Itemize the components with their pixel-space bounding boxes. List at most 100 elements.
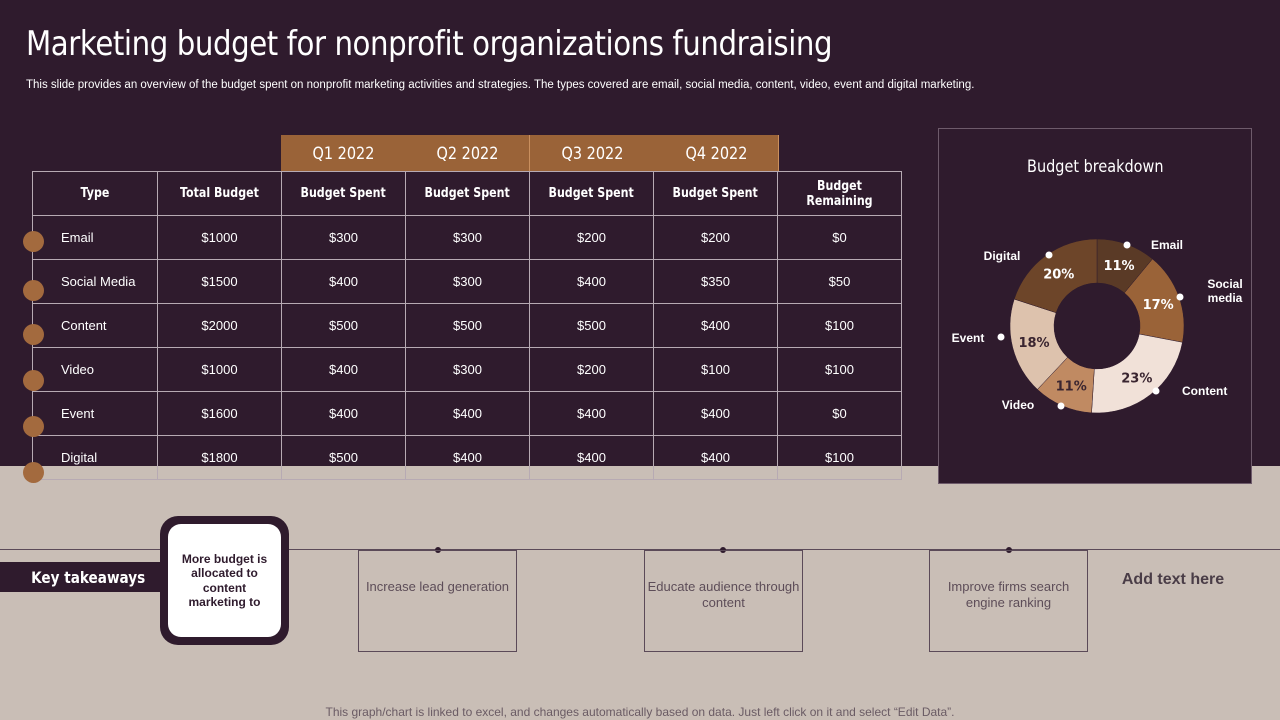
col-header-q3-spent: Budget Spent: [529, 171, 654, 216]
budget-table: Type Total Budget Budget Spent Budget Sp…: [32, 171, 902, 480]
col-header-budget-remaining: Budget Remaining: [777, 171, 902, 216]
row-bullet-dot: [23, 280, 44, 301]
takeaway-box: Increase lead generation: [358, 550, 517, 652]
cell-total-budget: $2000: [157, 303, 282, 348]
cell-q2-spent: $400: [405, 391, 530, 436]
col-header-q1-spent: Budget Spent: [281, 171, 406, 216]
cell-type: Email: [32, 215, 158, 260]
budget-breakdown-panel: Budget breakdown 11% Email 17% Social media 2…: [938, 128, 1252, 484]
cell-remaining: $100: [777, 347, 902, 392]
cell-q4-spent: $400: [653, 435, 778, 480]
pie-category-label: Digital: [984, 249, 1021, 263]
pie-label-marker: [1045, 251, 1053, 259]
pie-chart-title: Budget breakdown: [1026, 157, 1164, 177]
cell-remaining: $100: [777, 303, 902, 348]
cell-type: Social Media: [32, 259, 158, 304]
cell-q3-spent: $400: [529, 435, 654, 480]
pie-slice-value-label: 20%: [1043, 267, 1074, 282]
footnote: This graph/chart is linked to excel, and…: [325, 705, 955, 719]
pie-label-marker: [997, 333, 1005, 341]
cell-q4-spent: $350: [653, 259, 778, 304]
pie-slice-value-label: 11%: [1056, 380, 1087, 395]
table-row: Digital $1800 $500 $400 $400 $400 $100: [32, 435, 902, 480]
pie-category-label: Social media: [1207, 277, 1242, 305]
pie-label-marker: [1152, 387, 1160, 395]
pie-category-label: Event: [952, 331, 985, 345]
table-row: Email $1000 $300 $300 $200 $200 $0: [32, 215, 902, 260]
key-takeaways-label: Key takeaways: [0, 562, 176, 592]
slide-title: Marketing budget for nonprofit organizat…: [26, 24, 833, 64]
row-bullet-dot: [23, 416, 44, 437]
quarter-header-q2: Q2 2022: [405, 135, 530, 172]
pie-slice-content[interactable]: [1091, 333, 1183, 414]
cell-total-budget: $1500: [157, 259, 282, 304]
cell-q2-spent: $300: [405, 259, 530, 304]
cell-q3-spent: $200: [529, 215, 654, 260]
cell-type: Event: [32, 391, 158, 436]
cell-q4-spent: $100: [653, 347, 778, 392]
pie-slice-value-label: 23%: [1121, 371, 1152, 386]
table-row: Video $1000 $400 $300 $200 $100 $100: [32, 347, 902, 392]
takeaway-box: Educate audience through content: [644, 550, 803, 652]
cell-q4-spent: $200: [653, 215, 778, 260]
table-row: Content $2000 $500 $500 $500 $400 $100: [32, 303, 902, 348]
cell-q3-spent: $500: [529, 303, 654, 348]
cell-q2-spent: $500: [405, 303, 530, 348]
pie-category-label: Email: [1151, 238, 1183, 252]
table-row: Social Media $1500 $400 $300 $400 $350 $…: [32, 259, 902, 304]
col-header-type: Type: [32, 171, 158, 216]
cell-q2-spent: $300: [405, 347, 530, 392]
col-header-total-budget: Total Budget: [157, 171, 282, 216]
pie-category-label: Video: [1002, 398, 1034, 412]
row-bullet-dot: [23, 462, 44, 483]
timeline-line: [0, 549, 1280, 550]
cell-total-budget: $1000: [157, 215, 282, 260]
quarter-header-q4: Q4 2022: [654, 135, 779, 172]
cell-q1-spent: $400: [281, 259, 406, 304]
col-header-q4-spent: Budget Spent: [653, 171, 778, 216]
key-takeaway-highlight-text: More budget is allocated to content mark…: [168, 524, 281, 637]
cell-q1-spent: $300: [281, 215, 406, 260]
cell-q1-spent: $500: [281, 303, 406, 348]
cell-remaining: $0: [777, 215, 902, 260]
cell-q3-spent: $400: [529, 259, 654, 304]
pie-slice-value-label: 18%: [1018, 336, 1049, 351]
pie-label-marker: [1123, 241, 1131, 249]
row-bullet-dot: [23, 324, 44, 345]
pie-slice-digital[interactable]: [1013, 238, 1098, 314]
cell-remaining: $0: [777, 391, 902, 436]
slide-subtitle: This slide provides an overview of the b…: [26, 79, 975, 91]
pie-label-marker: [1057, 402, 1065, 410]
cell-type: Video: [32, 347, 158, 392]
cell-type: Content: [32, 303, 158, 348]
row-bullet-dot: [23, 231, 44, 252]
row-bullet-dot: [23, 370, 44, 391]
donut-chart[interactable]: 11% Email 17% Social media 23% Content 11% Video…: [939, 129, 1253, 485]
table-row: Event $1600 $400 $400 $400 $400 $0: [32, 391, 902, 436]
pie-slice-value-label: 11%: [1103, 259, 1134, 274]
cell-q4-spent: $400: [653, 391, 778, 436]
quarter-header-q1: Q1 2022: [281, 135, 406, 172]
cell-total-budget: $1600: [157, 391, 282, 436]
col-header-q2-spent: Budget Spent: [405, 171, 530, 216]
cell-total-budget: $1000: [157, 347, 282, 392]
quarter-header-q3: Q3 2022: [530, 135, 655, 172]
cell-type: Digital: [32, 435, 158, 480]
cell-q4-spent: $400: [653, 303, 778, 348]
cell-q1-spent: $400: [281, 347, 406, 392]
key-takeaway-highlight-box: More budget is allocated to content mark…: [160, 516, 289, 645]
takeaway-box: Improve firms search engine ranking: [929, 550, 1088, 652]
cell-remaining: $100: [777, 435, 902, 480]
table-header-row: Type Total Budget Budget Spent Budget Sp…: [32, 171, 902, 216]
cell-q1-spent: $500: [281, 435, 406, 480]
cell-q2-spent: $400: [405, 435, 530, 480]
cell-q3-spent: $200: [529, 347, 654, 392]
pie-label-marker: [1176, 293, 1184, 301]
pie-category-label: Content: [1182, 384, 1227, 398]
add-text-placeholder[interactable]: Add text here: [1121, 571, 1225, 588]
cell-q3-spent: $400: [529, 391, 654, 436]
cell-q2-spent: $300: [405, 215, 530, 260]
cell-q1-spent: $400: [281, 391, 406, 436]
cell-total-budget: $1800: [157, 435, 282, 480]
cell-remaining: $50: [777, 259, 902, 304]
